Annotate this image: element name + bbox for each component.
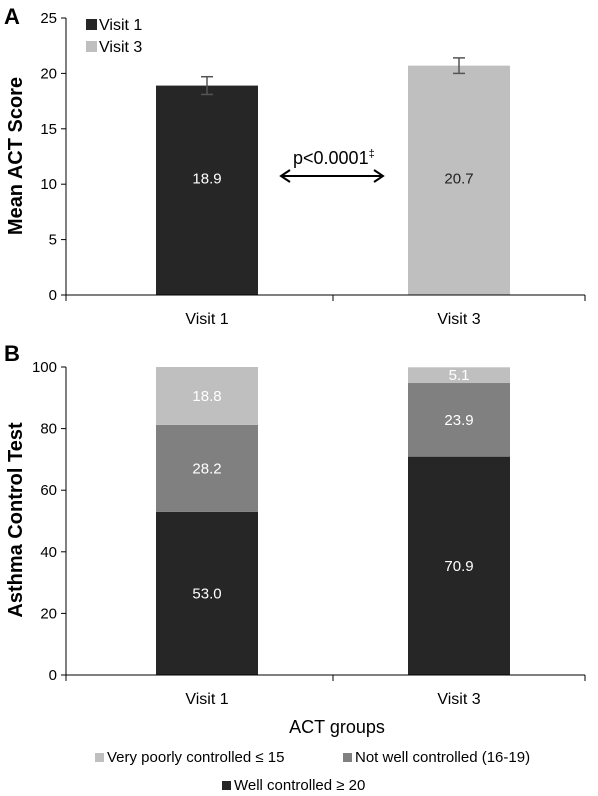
y-tick-label: 15 xyxy=(40,121,57,138)
segment-value-label: 18.8 xyxy=(192,388,221,405)
legend-label-very-poorly-controlled: Very poorly controlled ≤ 15 xyxy=(107,749,285,766)
legend-swatch-not-well-controlled xyxy=(343,753,352,762)
panel-a-y-axis: 0 5 10 15 20 25 xyxy=(40,10,67,304)
y-tick-label: 20 xyxy=(40,65,57,82)
panel-a-legend: Visit 1 Visit 3 xyxy=(86,17,142,56)
panel-a-ylabel: Mean ACT Score xyxy=(5,77,27,235)
legend-swatch-very-poorly-controlled xyxy=(95,753,104,762)
x-tick-label: Visit 3 xyxy=(437,691,480,708)
segment-not-well-controlled xyxy=(156,424,258,512)
bar-visit-1 xyxy=(156,85,258,295)
p-value-superscript: ‡ xyxy=(369,148,375,160)
legend-swatch-visit-1 xyxy=(86,19,97,30)
bar-value-label: 20.7 xyxy=(444,171,473,188)
x-tick-label: Visit 3 xyxy=(437,311,480,328)
legend-label-well-controlled: Well controlled ≥ 20 xyxy=(234,777,365,794)
legend-swatch-visit-3 xyxy=(86,41,97,52)
y-tick-label: 5 xyxy=(49,232,57,249)
segment-value-label: 70.9 xyxy=(444,558,473,575)
legend-label-not-well-controlled: Not well controlled (16-19) xyxy=(355,749,530,766)
y-tick-label: 80 xyxy=(40,421,57,438)
segment-very-poorly-controlled xyxy=(156,367,258,425)
panel-b-x-axis: Visit 1 Visit 3 xyxy=(65,674,586,708)
panel-b-letter: B xyxy=(4,341,20,366)
legend-swatch-well-controlled xyxy=(222,781,231,790)
segment-not-well-controlled xyxy=(408,383,510,457)
y-tick-label: 60 xyxy=(40,482,57,499)
panel-a-bars: 18.9 20.7 xyxy=(156,57,510,295)
y-tick-label: 100 xyxy=(32,359,57,376)
segment-well-controlled xyxy=(408,456,510,675)
x-tick-label: Visit 1 xyxy=(185,691,228,708)
bar-visit-3 xyxy=(408,65,510,295)
panel-b-legend: Very poorly controlled ≤ 15 Not well con… xyxy=(95,749,530,794)
y-tick-label: 40 xyxy=(40,544,57,561)
bar-value-label: 18.9 xyxy=(192,171,221,188)
y-tick-label: 10 xyxy=(40,176,57,193)
segment-value-label: 53.0 xyxy=(192,585,221,602)
double-arrow-icon xyxy=(279,169,385,183)
significance-annotation: p<0.0001‡ xyxy=(279,148,385,183)
y-tick-label: 0 xyxy=(49,287,57,304)
segment-value-label: 5.1 xyxy=(449,367,470,384)
segment-value-label: 28.2 xyxy=(192,460,221,477)
legend-label-visit-3: Visit 3 xyxy=(99,39,142,56)
y-tick-label: 0 xyxy=(49,667,57,684)
legend-label-visit-1: Visit 1 xyxy=(99,17,142,34)
segment-very-poorly-controlled xyxy=(408,367,510,384)
y-tick-label: 25 xyxy=(40,10,57,27)
panel-b-xlabel: ACT groups xyxy=(289,717,385,737)
panel-b: B Asthma Control Test 0 20 40 60 80 100 53.0 2… xyxy=(4,341,586,794)
segment-value-label: 23.9 xyxy=(444,412,473,429)
panel-a: A Mean ACT Score 0 5 10 15 20 25 18.9 20.7 Vis… xyxy=(4,4,586,328)
panel-b-ylabel: Asthma Control Test xyxy=(5,422,27,618)
x-tick-label: Visit 1 xyxy=(185,311,228,328)
panel-a-letter: A xyxy=(4,4,20,29)
y-tick-label: 20 xyxy=(40,605,57,622)
panel-b-y-axis: 0 20 40 60 80 100 xyxy=(32,359,67,684)
segment-well-controlled xyxy=(156,511,258,675)
panel-b-bars: 53.0 28.2 18.8 70.9 23.9 5.1 xyxy=(156,367,510,675)
p-value-text: p<0.0001‡ xyxy=(293,148,375,168)
panel-a-x-axis: Visit 1 Visit 3 xyxy=(65,294,586,328)
